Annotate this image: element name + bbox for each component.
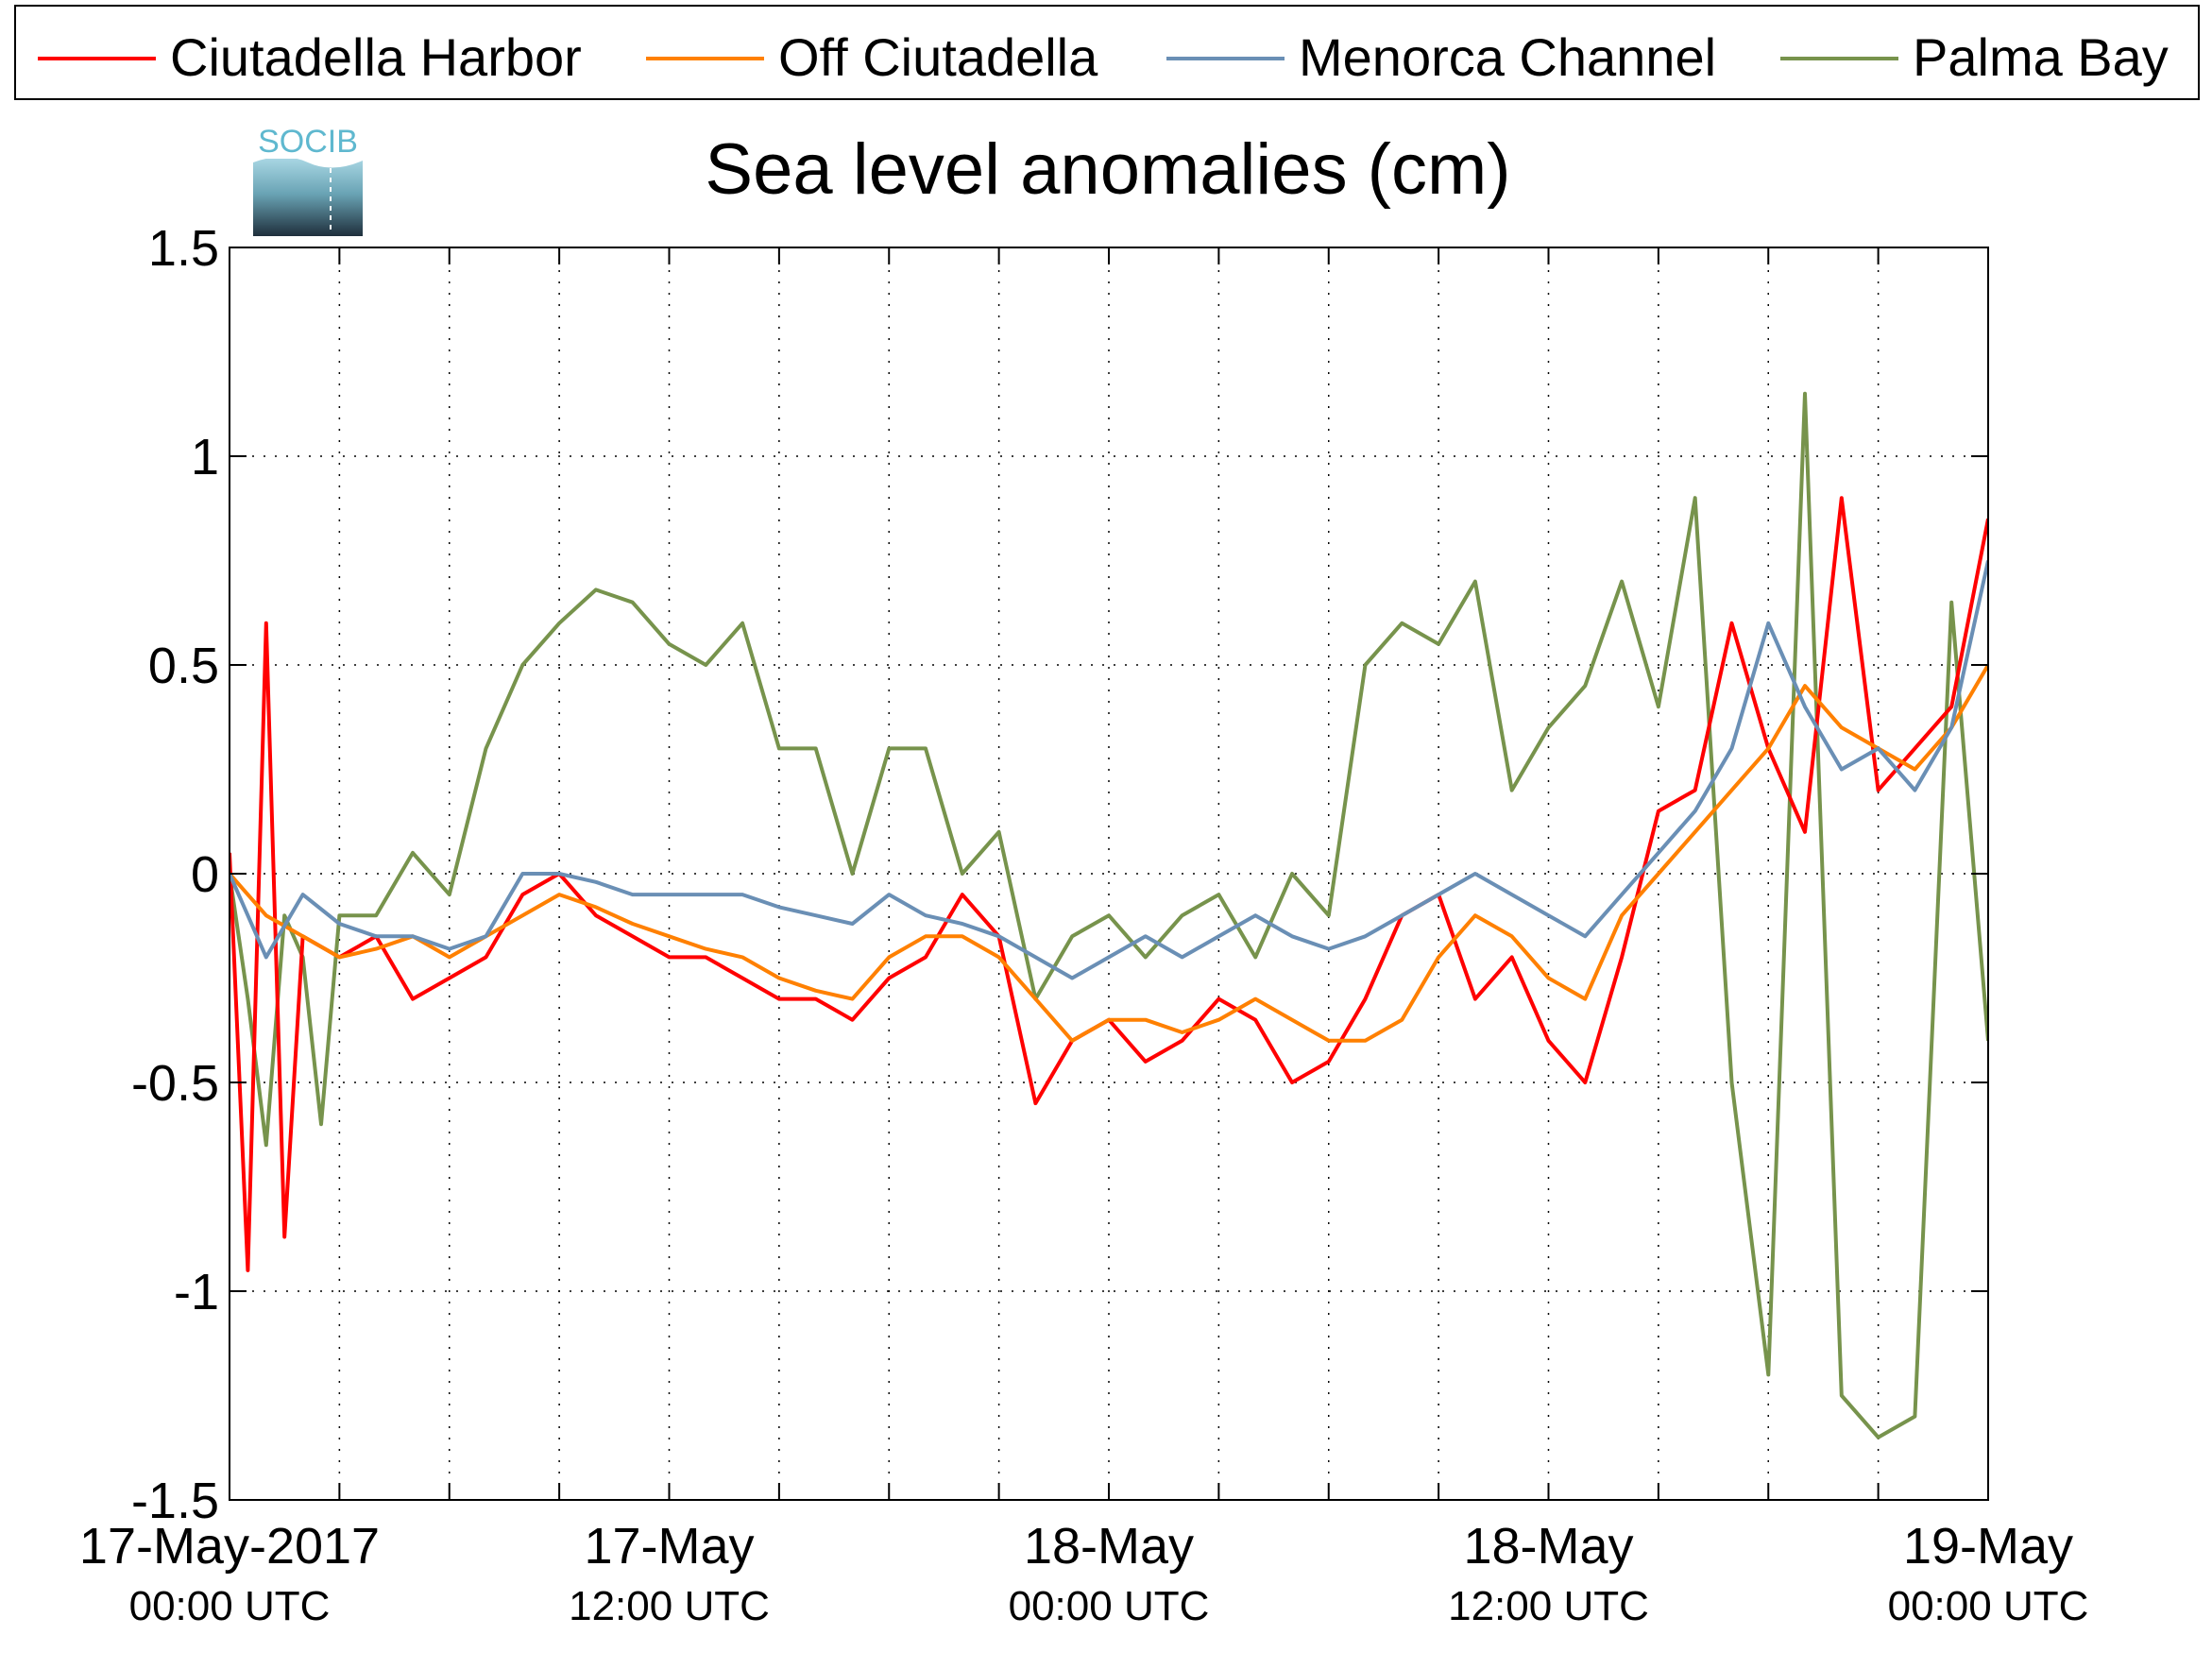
legend: Ciutadella Harbor Off Ciutadella Menorca… — [14, 5, 2200, 100]
x-tick-label-date: 17-May — [584, 1518, 754, 1575]
x-tick-label-time: 12:00 UTC — [1448, 1583, 1649, 1629]
series-lines — [230, 391, 1988, 1439]
logo-text: SOCIB — [258, 124, 358, 160]
plot-frame — [229, 247, 1989, 1501]
x-tick-label-date: 18-May — [1463, 1518, 1633, 1575]
x-tick-label-date: 18-May — [1024, 1518, 1194, 1575]
x-tick-label-time: 00:00 UTC — [129, 1583, 331, 1629]
legend-label-palma-bay: Palma Bay — [1913, 27, 2169, 87]
x-tick-label-date: 17-May-2017 — [79, 1518, 380, 1575]
x-tick-label-time: 12:00 UTC — [569, 1583, 770, 1629]
legend-label-ciutadella-harbor: Ciutadella Harbor — [170, 27, 582, 87]
x-tick-label-time: 00:00 UTC — [1888, 1583, 2089, 1629]
socib-logo: SOCIB — [253, 124, 363, 236]
grid-lines — [230, 247, 1988, 1500]
x-axis-labels: 17-May-2017 00:00 UTC 17-May 12:00 UTC 18-Ma… — [79, 1518, 2088, 1629]
chart-title: Sea level anomalies (cm) — [705, 129, 1510, 210]
legend-label-menorca-channel: Menorca Channel — [1299, 27, 1716, 87]
y-tick-label: -1 — [174, 1264, 219, 1320]
legend-label-off-ciutadella: Off Ciutadella — [778, 27, 1098, 87]
y-tick-label: 0.5 — [148, 638, 219, 694]
y-tick-label: 1 — [191, 429, 219, 485]
y-tick-label: 1.5 — [148, 220, 219, 277]
series-line-menorca-channel — [230, 560, 1988, 980]
y-tick-label: 0 — [191, 846, 219, 903]
axis-ticks — [230, 247, 1988, 1501]
y-tick-label: -1.5 — [131, 1473, 219, 1529]
y-axis-labels: -1.5 -1 -0.5 0 0.5 1 1.5 — [131, 220, 219, 1529]
legend-box — [14, 5, 2200, 100]
y-tick-label: -0.5 — [131, 1055, 219, 1112]
x-tick-label-time: 00:00 UTC — [1009, 1583, 1210, 1629]
x-tick-label-date: 19-May — [1903, 1518, 2073, 1575]
series-line-off-ciutadella — [230, 663, 1988, 1043]
